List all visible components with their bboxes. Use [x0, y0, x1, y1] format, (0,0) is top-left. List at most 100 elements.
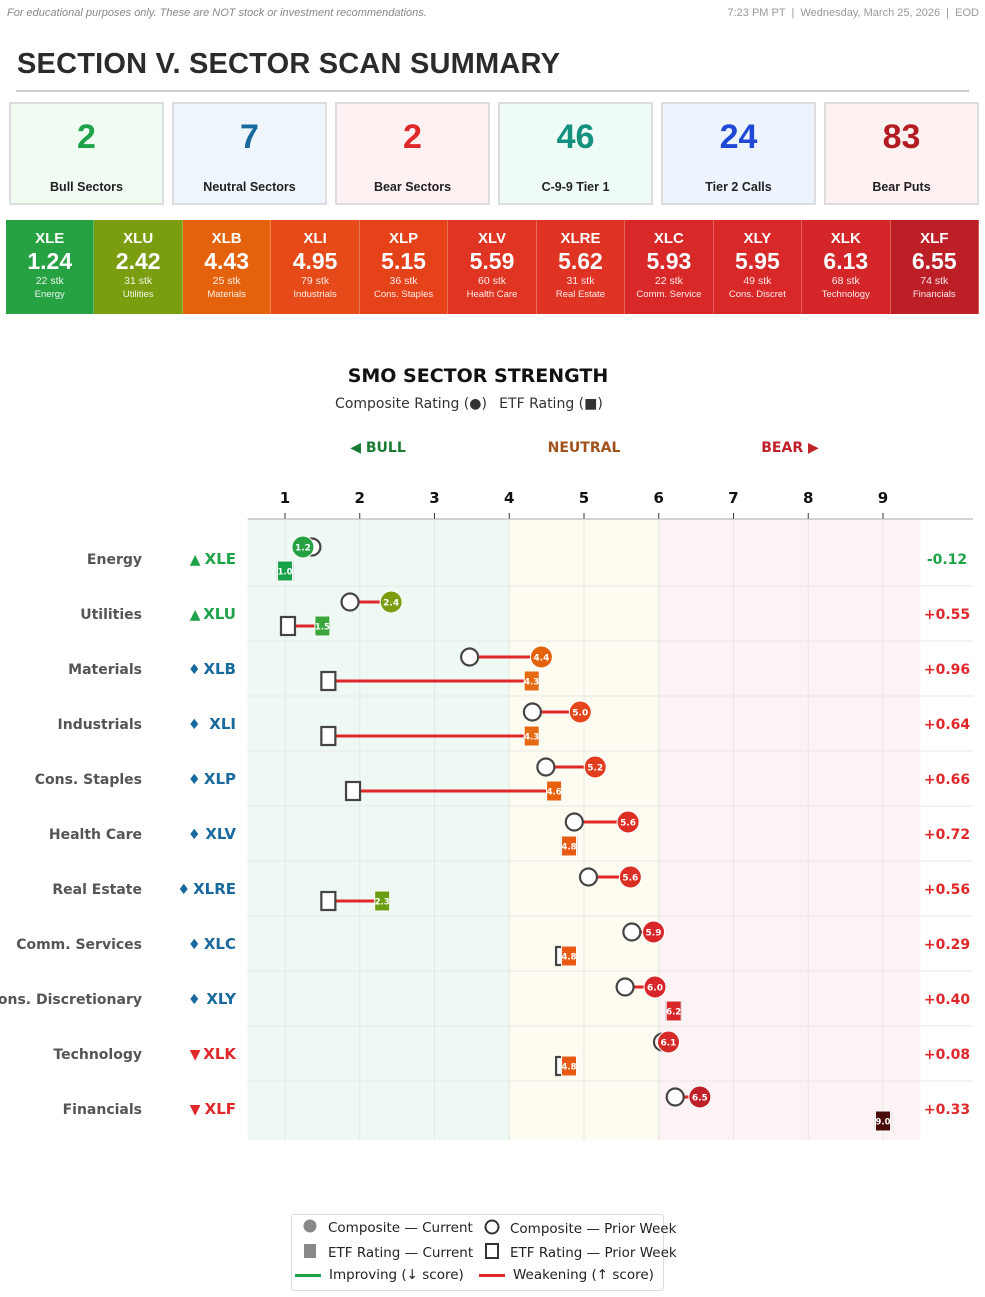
tile-ticker: XLF: [920, 230, 949, 247]
sector-name: Industrials: [58, 717, 142, 733]
tile-score: 4.43: [204, 248, 250, 274]
tile-ticker: XLK: [830, 230, 861, 247]
ticker-label: XLB: [203, 660, 236, 678]
composite-value-label: 1.2: [295, 544, 311, 554]
sector-tile-xli[interactable]: XLI 4.95 79 stk Industrials: [271, 220, 360, 314]
chart-subtitle-composite: Composite Rating (●): [335, 396, 487, 412]
composite-current-marker: [291, 535, 315, 559]
composite-prior-marker: [460, 647, 480, 667]
sector-row-xly: Cons. Discretionary XLY ♦ +0.40 6.0 6.2: [0, 975, 970, 1022]
tile-stocks: 31 stk: [124, 275, 153, 287]
etf-value-label: 1.5: [315, 623, 330, 633]
trend-icon: ♦: [188, 992, 201, 1008]
sector-tile-xly[interactable]: XLY 5.95 49 stk Cons. Discret: [713, 220, 803, 314]
sector-tile-xlre[interactable]: XLRE 5.62 31 stk Real Estate: [536, 220, 626, 314]
legend-weakening: Weakening (↑ score): [513, 1267, 654, 1283]
etf-prior-marker: [344, 780, 362, 802]
etf-prior-marker: [279, 615, 297, 637]
sector-tile-xle[interactable]: XLE 1.24 22 stk Energy: [6, 220, 95, 314]
tile-stocks: 68 stk: [831, 275, 860, 287]
legend-improving: Improving (↓ score): [329, 1267, 464, 1283]
sector-row-xlf: Financials XLF▼ +0.33 6.5 9.0: [63, 1085, 970, 1132]
sector-row-xlc: Comm. Services XLC♦ +0.29 5.9 4.8: [16, 920, 970, 967]
trend-icon: ▼: [190, 1047, 201, 1063]
tile-stocks: 22 stk: [35, 275, 64, 287]
card-label: Tier 2 Calls: [705, 180, 772, 194]
etf-prior-marker: [320, 890, 337, 912]
ticker-label: XLC: [204, 935, 236, 953]
etf-current-marker: [665, 1000, 682, 1022]
tile-stocks: 31 stk: [566, 275, 595, 287]
sector-tile-xlp[interactable]: XLP 5.15 36 stk Cons. Staples: [359, 220, 449, 314]
etf-current-marker: [561, 945, 578, 967]
tile-ticker: XLC: [653, 230, 684, 247]
sector-name: Utilities: [80, 607, 142, 623]
sector-row-xlp: Cons. Staples XLP♦ +0.66 5.2 4.6: [35, 755, 970, 802]
tile-sector: Technology: [821, 289, 870, 300]
open-square-icon: [482, 1243, 502, 1263]
tile-stocks: 60 stk: [477, 275, 506, 287]
tile-ticker: XLE: [35, 230, 65, 247]
composite-current-marker: [379, 590, 403, 614]
composite-prior-marker: [615, 977, 635, 997]
sector-name: Materials: [68, 662, 142, 678]
delta-value: +0.56: [924, 882, 970, 898]
composite-prior-marker: [622, 922, 642, 942]
summary-card: 2 Bull Sectors: [9, 102, 164, 205]
tile-score: 4.95: [292, 248, 338, 274]
ticker-label: XLU: [203, 605, 236, 623]
composite-value-label: 5.6: [622, 874, 638, 884]
tile-score: 6.55: [911, 248, 957, 274]
tile-score: 1.24: [27, 248, 73, 274]
composite-value-label: 5.2: [587, 764, 603, 774]
chart-subtitle-etf: ETF Rating (■): [499, 396, 603, 412]
tile-stocks: 22 stk: [654, 275, 683, 287]
composite-current-marker: [688, 1085, 712, 1109]
divider: [16, 90, 969, 92]
composite-prior-marker: [652, 1032, 673, 1052]
tile-ticker: XLU: [123, 230, 154, 247]
sector-tile-xlk[interactable]: XLK 6.13 68 stk Technology: [802, 220, 891, 314]
sector-name: Health Care: [49, 827, 142, 843]
red-line-icon: [479, 1273, 505, 1277]
ticker-label: XLP: [204, 770, 236, 788]
sector-tile-xlb[interactable]: XLB 4.43 25 stk Materials: [182, 220, 272, 314]
tile-sector: Utilities: [122, 289, 154, 300]
etf-current-marker: [314, 615, 331, 637]
page-title: SECTION V. SECTOR SCAN SUMMARY: [17, 48, 561, 80]
composite-current-marker: [616, 810, 640, 834]
x-tick-label: 6: [654, 489, 664, 507]
tile-score: 5.59: [469, 248, 515, 274]
delta-value: +0.64: [924, 717, 971, 733]
etf-prior-marker: [554, 1055, 572, 1077]
etf-prior-marker: [874, 1110, 892, 1132]
trend-icon: ♦: [188, 662, 201, 678]
tile-sector: Health Care: [466, 289, 518, 300]
card-value: 83: [882, 118, 921, 156]
etf-value-label: 4.3: [524, 733, 539, 743]
zone-label-bull: ◀ BULL: [350, 440, 406, 456]
etf-current-marker: [523, 670, 540, 692]
x-tick-label: 4: [504, 489, 514, 507]
etf-current-marker: [546, 780, 563, 802]
sector-row-xlre: Real Estate XLRE♦ +0.56 5.6 2.3: [52, 865, 970, 912]
composite-prior-marker: [522, 702, 543, 722]
delta-value: +0.66: [924, 772, 970, 788]
card-label: Bull Sectors: [50, 180, 123, 194]
card-label: Bear Puts: [872, 180, 931, 194]
sector-tile-xlc[interactable]: XLC 5.93 22 stk Comm. Service: [625, 220, 714, 314]
sector-tile-xlv[interactable]: XLV 5.59 60 stk Health Care: [448, 220, 537, 314]
composite-value-label: 5.9: [646, 929, 662, 939]
sector-tile-xlu[interactable]: XLU 2.42 31 stk Utilities: [94, 220, 183, 314]
composite-current-marker: [642, 920, 666, 944]
etf-prior-marker: [320, 725, 337, 747]
filled-square-icon: [300, 1243, 320, 1263]
composite-value-label: 6.1: [660, 1039, 676, 1049]
ticker-label: XLF: [205, 1100, 236, 1118]
legend-etf-current: ETF Rating — Current: [328, 1245, 474, 1261]
sector-row-xlb: Materials XLB♦ +0.96 4.4 4.3: [68, 645, 970, 692]
etf-prior-marker: [276, 560, 294, 582]
sector-name: Comm. Services: [16, 937, 142, 953]
composite-prior-marker: [340, 592, 360, 612]
sector-tile-xlf[interactable]: XLF 6.55 74 stk Financials: [890, 220, 979, 314]
